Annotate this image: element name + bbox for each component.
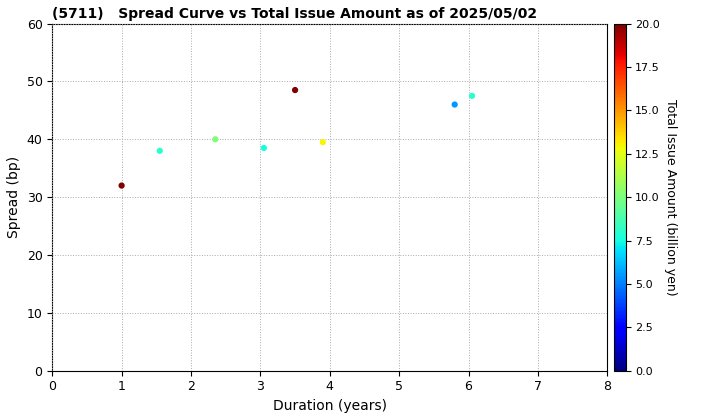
Y-axis label: Spread (bp): Spread (bp) — [7, 156, 21, 238]
Point — [116, 182, 127, 189]
Point — [210, 136, 221, 143]
Text: (5711)   Spread Curve vs Total Issue Amount as of 2025/05/02: (5711) Spread Curve vs Total Issue Amoun… — [53, 7, 537, 21]
Point — [258, 144, 269, 151]
Point — [289, 87, 301, 93]
Point — [449, 101, 460, 108]
Point — [154, 147, 166, 154]
X-axis label: Duration (years): Duration (years) — [273, 399, 387, 413]
Y-axis label: Total Issue Amount (billion yen): Total Issue Amount (billion yen) — [664, 99, 677, 295]
Point — [467, 92, 478, 99]
Point — [317, 139, 328, 145]
